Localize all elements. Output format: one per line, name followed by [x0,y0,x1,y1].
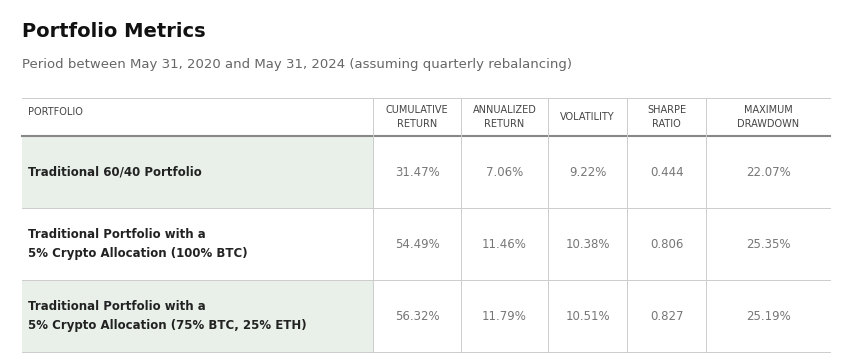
Text: MAXIMUM: MAXIMUM [744,105,792,115]
Text: 10.38%: 10.38% [565,238,609,251]
Text: PORTFOLIO: PORTFOLIO [28,107,82,117]
Text: 9.22%: 9.22% [569,165,606,178]
Text: 54.49%: 54.49% [394,238,439,251]
Text: VOLATILITY: VOLATILITY [560,112,615,122]
Text: SHARPE: SHARPE [647,105,686,115]
Text: DRAWDOWN: DRAWDOWN [737,119,799,129]
Text: 56.32%: 56.32% [394,309,439,322]
Text: Traditional Portfolio with a: Traditional Portfolio with a [28,300,206,313]
Text: 5% Crypto Allocation (100% BTC): 5% Crypto Allocation (100% BTC) [28,248,247,261]
Text: 25.19%: 25.19% [745,309,791,322]
Text: Traditional 60/40 Portfolio: Traditional 60/40 Portfolio [28,165,201,178]
Text: RATIO: RATIO [653,119,681,129]
Text: RETURN: RETURN [484,119,524,129]
Bar [22,280,373,352]
Text: 0.806: 0.806 [650,238,683,251]
Text: Period between May 31, 2020 and May 31, 2024 (assuming quarterly rebalancing): Period between May 31, 2020 and May 31, … [22,58,572,71]
Text: 0.827: 0.827 [650,309,683,322]
Text: 5% Crypto Allocation (75% BTC, 25% ETH): 5% Crypto Allocation (75% BTC, 25% ETH) [28,319,307,332]
Text: 22.07%: 22.07% [745,165,791,178]
Text: Portfolio Metrics: Portfolio Metrics [22,22,206,41]
Text: 0.444: 0.444 [650,165,683,178]
Text: CUMULATIVE: CUMULATIVE [386,105,449,115]
Text: ANNUALIZED: ANNUALIZED [473,105,536,115]
Text: 7.06%: 7.06% [485,165,523,178]
Text: RETURN: RETURN [397,119,437,129]
Text: 11.79%: 11.79% [482,309,527,322]
Text: Traditional Portfolio with a: Traditional Portfolio with a [28,227,206,240]
Text: 31.47%: 31.47% [394,165,439,178]
Text: 25.35%: 25.35% [746,238,790,251]
Text: 10.51%: 10.51% [565,309,610,322]
Text: 11.46%: 11.46% [482,238,527,251]
Bar [22,136,373,208]
